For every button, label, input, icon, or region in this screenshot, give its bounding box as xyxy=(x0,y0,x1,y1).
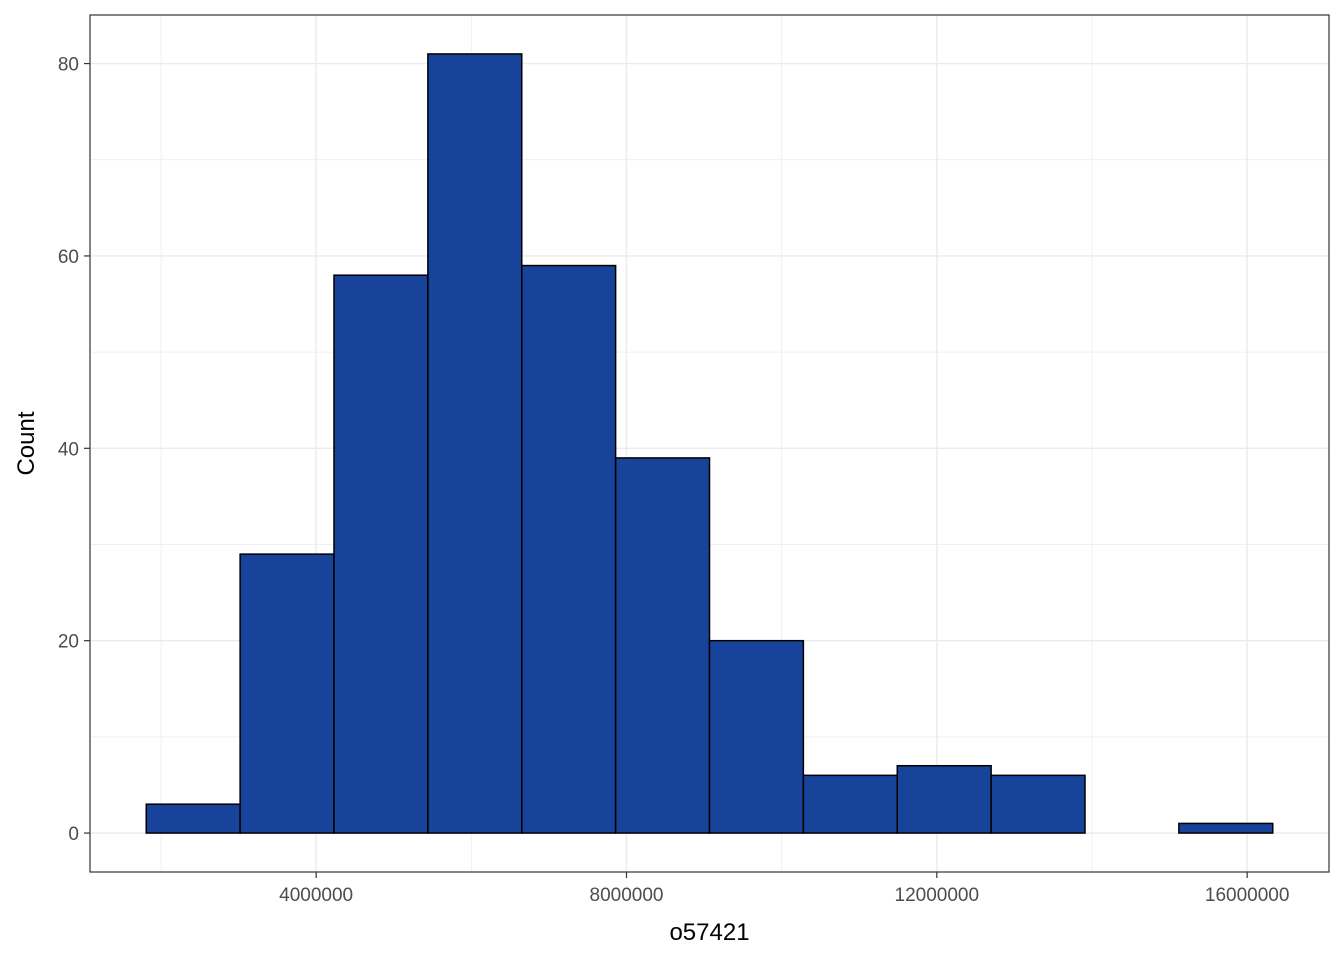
histogram-bar xyxy=(708,639,805,834)
y-tick-label: 0 xyxy=(68,824,79,845)
x-tick-label: 12000000 xyxy=(895,885,980,906)
histogram-bar xyxy=(1178,822,1274,834)
x-tick-label: 16000000 xyxy=(1205,885,1290,906)
histogram-bars xyxy=(145,53,1274,834)
y-tick-label: 20 xyxy=(58,632,79,653)
x-tick-label: 8000000 xyxy=(590,885,664,906)
x-tick-label: 4000000 xyxy=(279,885,353,906)
histogram-bar xyxy=(333,274,429,834)
y-axis-title: Count xyxy=(13,411,40,475)
y-tick-label: 80 xyxy=(58,55,79,76)
histogram-bar xyxy=(614,457,711,834)
histogram-bar xyxy=(427,53,523,834)
histogram-bar xyxy=(802,774,899,834)
x-axis: 4000000 8000000 12000000 16000000 xyxy=(279,872,1289,906)
histogram-bar xyxy=(896,764,992,834)
histogram-bar xyxy=(239,553,335,834)
panel-border xyxy=(89,14,1330,873)
histogram-bar xyxy=(520,264,617,834)
x-axis-title: o57421 xyxy=(669,919,749,946)
y-axis: 0 20 40 60 80 xyxy=(58,55,90,845)
histogram-bar xyxy=(990,774,1086,834)
y-tick-label: 40 xyxy=(58,439,79,460)
histogram-bar xyxy=(145,803,241,834)
y-tick-label: 60 xyxy=(58,247,79,268)
